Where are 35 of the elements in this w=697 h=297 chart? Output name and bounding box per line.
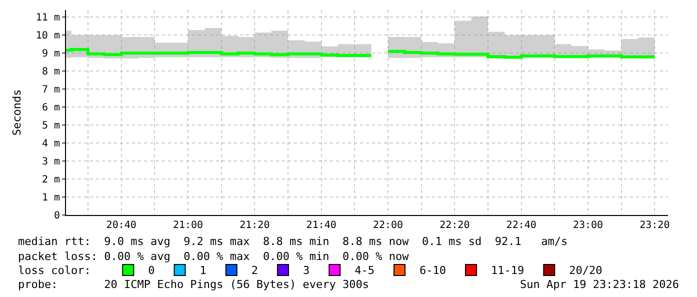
- y-tick-label: 7 m: [42, 84, 60, 96]
- y-tick-label: 9 m: [42, 48, 60, 60]
- text: probe: 20 ICMP Echo Pings (56 Bytes) every 300s: [18, 278, 369, 291]
- legend-label: 1: [200, 264, 206, 278]
- y-tick-label: 1 m: [42, 192, 60, 204]
- y-tick-label: 2 m: [42, 174, 60, 186]
- x-tick-label: 22:40: [506, 220, 536, 231]
- x-tick-label: 23:00: [572, 220, 604, 231]
- text: median rtt: 9.0 ms avg 9.2 ms max 8.8 ms min 8.8 ms now 0.1 ms sd 92.1 am/s: [18, 235, 568, 248]
- legend-label: 0: [148, 264, 155, 278]
- y-tick-label: 0: [54, 210, 60, 222]
- y-tick-label: 8 m: [42, 66, 60, 78]
- y-tick-label: 4 m: [42, 138, 60, 150]
- x-tick-label: 21:20: [240, 220, 270, 231]
- text: loss color:: [18, 264, 91, 277]
- x-tick-label: 22:00: [372, 220, 404, 231]
- legend-label: 20/20: [569, 264, 602, 278]
- y-tick-label: 6 m: [42, 102, 60, 114]
- y-tick-label: 11 m: [36, 12, 60, 24]
- legend-label: 11-19: [491, 264, 524, 278]
- x-tick-label: 22:20: [440, 220, 470, 231]
- text: Sun Apr 19 23:23:18 2026: [520, 278, 679, 291]
- x-tick-label: 21:00: [172, 220, 204, 231]
- legend-label: 2: [251, 264, 258, 278]
- legend-label: 3: [303, 264, 310, 278]
- y-tick-label: 5 m: [42, 120, 60, 132]
- x-tick-label: 23:20: [640, 220, 670, 231]
- x-tick-label: 21:40: [306, 220, 336, 231]
- legend-label: 4-5: [354, 264, 375, 278]
- y-tick-label: 10 m: [36, 30, 60, 42]
- y-tick-label: 3 m: [42, 156, 60, 168]
- y-axis-title: Seconds: [10, 89, 24, 136]
- text: packet loss: 0.00 % avg 0.00 % max 0.00 % min 0.00 % now: [18, 250, 410, 263]
- x-tick-label: 20:40: [106, 220, 136, 231]
- legend-label: 6-10: [420, 264, 446, 278]
